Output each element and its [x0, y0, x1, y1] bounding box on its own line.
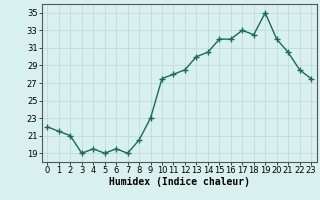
X-axis label: Humidex (Indice chaleur): Humidex (Indice chaleur): [109, 177, 250, 187]
